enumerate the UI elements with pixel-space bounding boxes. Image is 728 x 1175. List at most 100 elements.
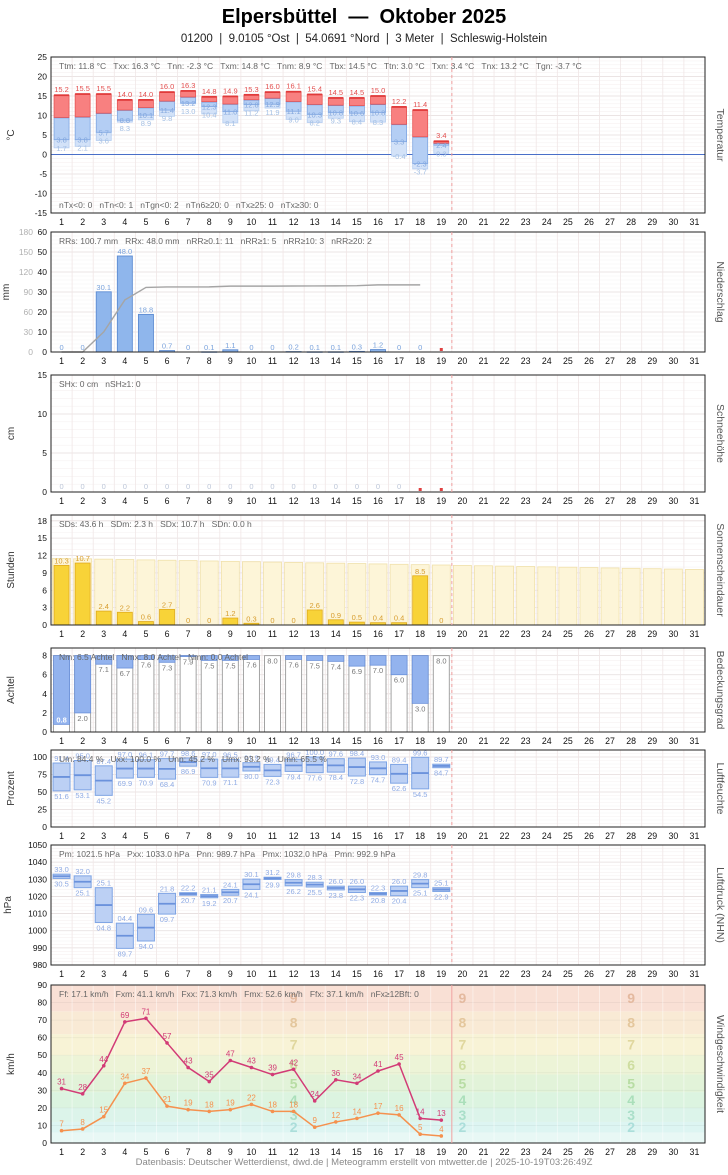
svg-text:10: 10 <box>247 1147 257 1157</box>
svg-text:15.4: 15.4 <box>307 84 322 93</box>
svg-text:7: 7 <box>290 1037 298 1053</box>
svg-text:Luftdruck (NHN): Luftdruck (NHN) <box>714 867 726 943</box>
svg-text:Ff: 17.1 km/h Fxm: 41.1 km/h: Ff: 17.1 km/h Fxm: 41.1 km/h Fxx: 71.3 k… <box>59 989 419 999</box>
svg-text:0: 0 <box>42 620 47 630</box>
svg-text:2: 2 <box>80 356 85 366</box>
svg-text:98.6: 98.6 <box>181 749 196 758</box>
svg-text:22: 22 <box>500 969 510 979</box>
svg-text:22.9: 22.9 <box>434 892 449 901</box>
svg-text:19: 19 <box>436 496 446 506</box>
svg-text:96.7: 96.7 <box>286 750 301 759</box>
svg-text:20: 20 <box>457 217 467 227</box>
svg-text:-15: -15 <box>35 208 48 218</box>
svg-text:15: 15 <box>352 969 362 979</box>
svg-text:20.4: 20.4 <box>392 897 407 906</box>
svg-text:23: 23 <box>521 217 531 227</box>
svg-text:31: 31 <box>690 356 700 366</box>
svg-text:91.4: 91.4 <box>54 754 69 763</box>
svg-text:-10: -10 <box>35 189 48 199</box>
svg-text:13: 13 <box>310 356 320 366</box>
svg-text:1: 1 <box>59 736 64 746</box>
svg-text:7.9: 7.9 <box>183 658 193 667</box>
svg-text:6: 6 <box>290 1057 298 1073</box>
svg-text:13.2: 13.2 <box>181 99 196 108</box>
svg-text:89.4: 89.4 <box>392 755 407 764</box>
svg-text:8.9: 8.9 <box>141 119 151 128</box>
svg-text:8: 8 <box>80 1118 85 1127</box>
svg-text:17: 17 <box>374 1102 383 1111</box>
svg-text:17: 17 <box>394 356 404 366</box>
svg-text:19: 19 <box>436 1147 446 1157</box>
svg-text:24: 24 <box>542 356 552 366</box>
svg-text:10: 10 <box>247 217 257 227</box>
svg-text:2: 2 <box>80 736 85 746</box>
svg-text:Nm: 6.5 Achtel Nmx: 8.0 Acht: Nm: 6.5 Achtel Nmx: 8.0 Achtel Nmn: 0.0 … <box>59 652 248 662</box>
svg-text:20: 20 <box>457 496 467 506</box>
svg-text:0.9: 0.9 <box>331 611 341 620</box>
svg-text:29: 29 <box>647 496 657 506</box>
svg-text:98.4: 98.4 <box>350 749 365 758</box>
svg-text:23: 23 <box>521 831 531 841</box>
svg-text:7: 7 <box>186 1147 191 1157</box>
svg-text:8: 8 <box>207 629 212 639</box>
svg-text:4: 4 <box>122 736 127 746</box>
svg-text:69.9: 69.9 <box>118 779 133 788</box>
svg-text:100: 100 <box>33 752 47 762</box>
svg-text:69: 69 <box>120 1011 129 1020</box>
svg-text:24: 24 <box>542 496 552 506</box>
svg-text:Achtel: Achtel <box>6 676 17 704</box>
svg-text:32.0: 32.0 <box>75 867 90 876</box>
svg-text:29: 29 <box>647 831 657 841</box>
svg-text:mm: mm <box>1 284 12 301</box>
svg-text:27: 27 <box>605 969 615 979</box>
svg-text:7.6: 7.6 <box>246 660 256 669</box>
svg-text:Prozent: Prozent <box>6 771 17 806</box>
svg-text:18: 18 <box>205 1100 214 1109</box>
svg-text:20: 20 <box>457 831 467 841</box>
svg-text:5: 5 <box>143 217 148 227</box>
svg-text:°C: °C <box>6 129 17 140</box>
svg-text:12.2: 12.2 <box>392 97 407 106</box>
svg-text:7: 7 <box>186 969 191 979</box>
svg-text:2.7: 2.7 <box>162 600 172 609</box>
svg-text:19: 19 <box>436 356 446 366</box>
svg-text:31: 31 <box>57 1078 66 1087</box>
svg-text:9: 9 <box>228 496 233 506</box>
svg-text:2.4: 2.4 <box>436 141 446 150</box>
svg-text:24.1: 24.1 <box>223 880 238 889</box>
svg-text:0.3: 0.3 <box>352 342 362 351</box>
svg-text:1: 1 <box>59 217 64 227</box>
svg-text:23: 23 <box>521 969 531 979</box>
svg-text:75: 75 <box>38 770 48 780</box>
svg-text:0.2: 0.2 <box>288 343 298 352</box>
svg-text:29.9: 29.9 <box>265 880 280 889</box>
svg-text:42: 42 <box>289 1058 298 1067</box>
svg-text:1030: 1030 <box>28 874 47 884</box>
svg-text:24: 24 <box>542 831 552 841</box>
svg-text:12: 12 <box>289 736 299 746</box>
svg-text:8: 8 <box>42 651 47 661</box>
svg-text:8: 8 <box>207 217 212 227</box>
svg-text:10: 10 <box>247 736 257 746</box>
svg-text:94.0: 94.0 <box>139 942 154 951</box>
svg-text:31: 31 <box>690 831 700 841</box>
svg-text:13: 13 <box>310 217 320 227</box>
svg-text:20: 20 <box>38 1103 48 1113</box>
svg-text:3.8: 3.8 <box>77 136 87 145</box>
svg-text:0: 0 <box>270 616 274 625</box>
svg-text:2: 2 <box>80 831 85 841</box>
svg-text:23: 23 <box>521 1147 531 1157</box>
svg-text:100.0: 100.0 <box>305 748 324 757</box>
svg-text:8.2: 8.2 <box>309 119 319 128</box>
svg-text:60: 60 <box>38 227 48 237</box>
svg-text:8.5: 8.5 <box>415 567 425 576</box>
svg-text:9: 9 <box>228 736 233 746</box>
svg-text:25: 25 <box>563 831 573 841</box>
svg-text:36: 36 <box>331 1069 340 1078</box>
svg-text:30: 30 <box>668 496 678 506</box>
svg-text:14: 14 <box>331 736 341 746</box>
svg-text:80.0: 80.0 <box>244 772 259 781</box>
svg-text:37: 37 <box>141 1067 150 1076</box>
svg-text:45: 45 <box>395 1053 404 1062</box>
